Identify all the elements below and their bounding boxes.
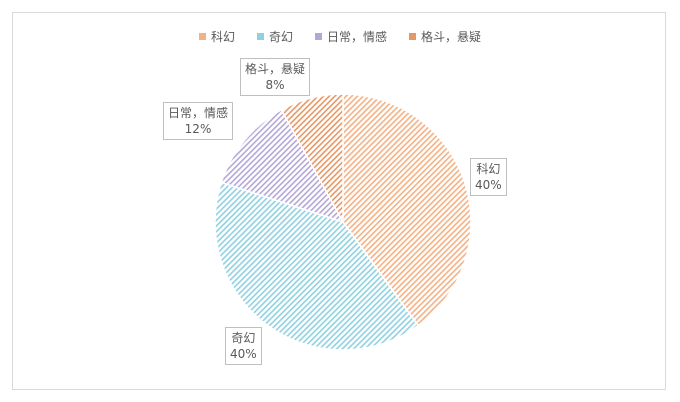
data-label-category: 格斗，悬疑 (245, 62, 306, 76)
chart-legend: 科幻 奇幻 日常，情感 格斗，悬疑 (0, 28, 680, 45)
legend-item-fantasy[interactable]: 奇幻 (256, 28, 293, 45)
data-label-daily: 日常，情感 12% (163, 102, 234, 140)
pie-slice-fantasy[interactable] (214, 181, 420, 351)
data-label-category: 科幻 (476, 162, 501, 176)
legend-label: 日常，情感 (327, 30, 388, 44)
data-label-percent: 40% (475, 178, 502, 192)
data-label-fight: 格斗，悬疑 8% (240, 58, 311, 96)
legend-swatch-icon (409, 33, 417, 40)
data-label-category: 日常，情感 (168, 106, 229, 120)
data-label-percent: 12% (184, 122, 212, 136)
pie-slice-scifi[interactable] (342, 93, 472, 327)
pie-slice-fight[interactable] (280, 93, 344, 223)
legend-label: 奇幻 (268, 30, 293, 44)
legend-swatch-icon (198, 33, 206, 40)
data-label-category: 奇幻 (231, 331, 256, 345)
legend-label: 格斗，悬疑 (421, 30, 482, 44)
data-label-fantasy: 奇幻 40% (225, 327, 262, 365)
data-label-percent: 8% (265, 78, 285, 92)
data-label-percent: 40% (230, 347, 257, 361)
legend-item-daily[interactable]: 日常，情感 (315, 28, 387, 45)
data-label-scifi: 科幻 40% (470, 158, 507, 196)
legend-swatch-icon (256, 33, 264, 40)
pie-slice-daily[interactable] (220, 108, 345, 224)
legend-label: 科幻 (210, 30, 235, 44)
legend-item-scifi[interactable]: 科幻 (198, 28, 235, 45)
legend-swatch-icon (315, 33, 322, 40)
legend-item-fight[interactable]: 格斗，悬疑 (409, 28, 481, 45)
